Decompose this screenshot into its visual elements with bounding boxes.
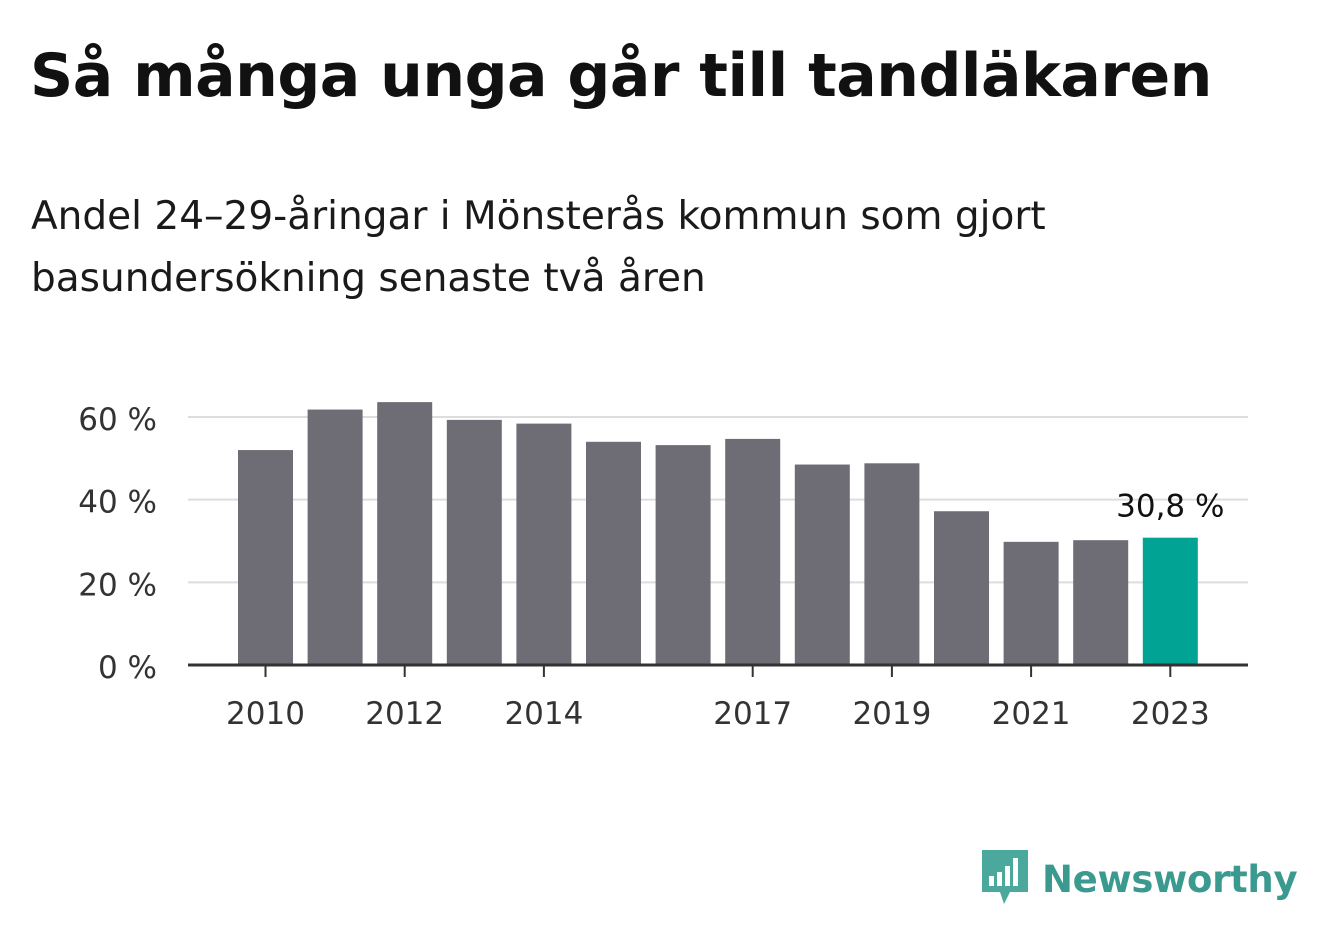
bar-2015 xyxy=(586,441,641,665)
x-tick-labels: 2010 2012 2014 2017 2019 2021 2023 xyxy=(226,696,1210,732)
x-tick-label: 2017 xyxy=(713,696,792,732)
y-tick-label: 40 % xyxy=(78,485,157,521)
newsworthy-logo-icon xyxy=(980,846,1030,912)
newsworthy-brand: Newsworthy xyxy=(980,846,1298,912)
bar-2018 xyxy=(794,464,850,665)
bar-2023 xyxy=(1142,537,1198,665)
chart-title: Så många unga går till tandläkaren xyxy=(30,41,1212,111)
y-tick-label: 20 % xyxy=(78,567,157,603)
bar-2016 xyxy=(655,445,711,665)
y-gridlines xyxy=(188,416,1248,584)
bar-2010 xyxy=(238,450,293,665)
bar-2021 xyxy=(1003,541,1059,665)
bar-2017 xyxy=(725,438,781,665)
x-tick-label: 2010 xyxy=(226,696,305,732)
brand-name: Newsworthy xyxy=(1042,857,1298,901)
bar-2014 xyxy=(516,423,572,665)
bar-2020 xyxy=(934,511,989,665)
bar-2012 xyxy=(377,402,433,665)
x-axis xyxy=(188,663,1248,677)
annotations: 30,8 % xyxy=(1116,489,1224,525)
x-tick-label: 2019 xyxy=(852,696,931,732)
bars xyxy=(238,402,1198,665)
data-label-2023: 30,8 % xyxy=(1116,489,1224,525)
bar-2019 xyxy=(864,463,920,665)
bar-2022 xyxy=(1073,540,1129,665)
bar-2013 xyxy=(446,419,502,665)
x-tick-label: 2021 xyxy=(992,696,1071,732)
chart-subtitle: Andel 24–29-åringar i Mönsterås kommun s… xyxy=(31,194,1046,301)
x-tick-label: 2012 xyxy=(365,696,444,732)
y-tick-label: 0 % xyxy=(98,650,157,686)
x-tick-label: 2014 xyxy=(504,696,583,732)
y-tick-labels: 0 % 20 % 40 % 60 % xyxy=(78,402,157,686)
y-tick-label: 60 % xyxy=(78,402,157,438)
bar-2011 xyxy=(307,409,363,665)
x-tick-label: 2023 xyxy=(1131,696,1210,732)
